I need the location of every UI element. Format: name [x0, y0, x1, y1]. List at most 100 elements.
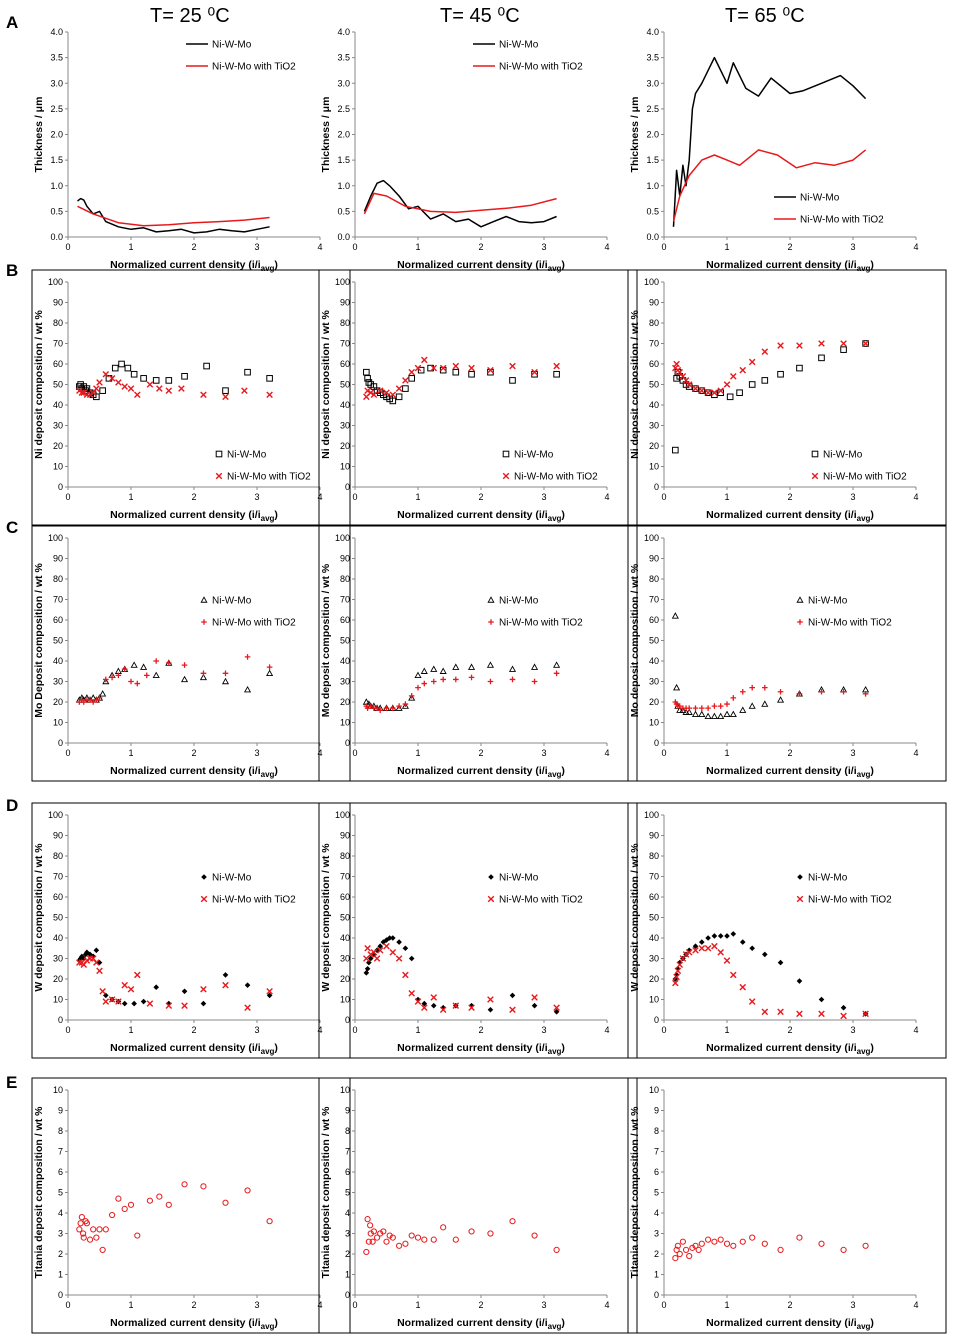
- y-tick-label: 40: [53, 656, 63, 666]
- data-point: [487, 1230, 494, 1237]
- y-tick-label: 20: [53, 974, 63, 984]
- x-tick-label: 3: [850, 1300, 855, 1310]
- data-point: [487, 678, 494, 685]
- data-point: [452, 362, 460, 370]
- legend-label: Ni-W-Mo with TiO2: [514, 472, 598, 483]
- data-point: [530, 663, 539, 670]
- data-point: [377, 943, 383, 949]
- data-point: [704, 389, 712, 396]
- data-point: [243, 685, 252, 693]
- legend-marker: [796, 596, 804, 603]
- y-tick-label: 70: [340, 595, 350, 605]
- y-tick-label: 3: [58, 1229, 63, 1239]
- y-tick-label: 60: [649, 615, 659, 625]
- data-point: [156, 385, 163, 392]
- data-point: [166, 660, 172, 666]
- x-tick-label: 0: [661, 1025, 666, 1035]
- data-point: [736, 389, 743, 396]
- data-point: [180, 675, 189, 683]
- data-point: [739, 706, 747, 713]
- data-point: [679, 1238, 687, 1245]
- y-tick-label: 50: [340, 380, 350, 390]
- data-point: [96, 1226, 103, 1233]
- chart-frame: [627, 802, 947, 1059]
- series-ni-w-mo: [76, 360, 273, 401]
- series-ni-w-mo-with-tio2: [76, 654, 273, 705]
- data-point: [704, 712, 712, 720]
- data-point: [244, 1187, 251, 1194]
- data-point: [401, 702, 409, 709]
- y-tick-label: 40: [53, 933, 63, 943]
- data-point: [761, 348, 769, 355]
- y-tick-label: 6: [345, 1167, 350, 1177]
- legend-label: Ni-W-Mo: [212, 596, 252, 607]
- y-tick-label: 10: [649, 718, 659, 728]
- data-point: [181, 1002, 188, 1009]
- data-point: [796, 691, 803, 697]
- series-ni-w-mo: [363, 364, 560, 405]
- data-point: [222, 1199, 229, 1206]
- y-tick-label: 50: [649, 380, 659, 390]
- y-tick-label: 90: [649, 298, 659, 308]
- y-tick-label: 10: [340, 462, 350, 472]
- y-tick-label: 70: [53, 872, 63, 882]
- data-point: [402, 377, 409, 384]
- data-point: [200, 985, 207, 993]
- y-axis-label: W deposit composition / wt %: [320, 843, 332, 992]
- y-tick-label: 10: [649, 995, 659, 1005]
- data-point: [777, 370, 784, 378]
- data-point: [369, 1238, 376, 1245]
- data-point: [468, 370, 475, 378]
- data-point: [698, 387, 706, 394]
- x-tick-label: 1: [128, 242, 133, 252]
- chart-frame: [318, 802, 638, 1059]
- y-tick-label: 100: [644, 533, 659, 543]
- data-point: [222, 387, 229, 394]
- data-point: [364, 375, 371, 382]
- y-tick-label: 0: [58, 738, 63, 748]
- y-tick-label: 90: [649, 554, 659, 564]
- chart-C-3: 0 10 20 30 40 50 60 70 80 90 100 0 1 2 3 4 Normalized cu…: [627, 525, 947, 782]
- data-point: [685, 949, 693, 956]
- data-point: [692, 1242, 699, 1249]
- y-tick-label: 4.0: [646, 27, 659, 37]
- data-point: [370, 1228, 377, 1235]
- y-tick-label: 20: [649, 697, 659, 707]
- data-point: [76, 959, 83, 966]
- x-tick-label: 2: [787, 748, 792, 758]
- data-point: [389, 949, 397, 956]
- data-point: [739, 939, 746, 945]
- data-point: [134, 391, 141, 399]
- y-tick-label: 40: [340, 933, 350, 943]
- y-tick-label: 4.0: [50, 27, 63, 37]
- data-point: [796, 978, 803, 984]
- data-point: [440, 1224, 447, 1231]
- series-ni-w-mo-with-tio2: [672, 1234, 869, 1262]
- x-tick-label: 2: [787, 1025, 792, 1035]
- panel-row-label-B: B: [6, 261, 18, 280]
- data-point: [840, 1246, 847, 1254]
- data-point: [762, 684, 768, 691]
- data-point: [364, 944, 371, 952]
- y-tick-label: 1: [345, 1270, 350, 1280]
- data-point: [723, 381, 731, 388]
- data-point: [153, 658, 159, 664]
- y-tick-label: 4: [58, 1208, 63, 1218]
- y-tick-label: 8: [345, 1126, 350, 1136]
- data-point: [131, 1000, 137, 1007]
- data-point: [421, 1000, 428, 1007]
- y-tick-label: 50: [649, 913, 659, 923]
- y-tick-label: 20: [340, 697, 350, 707]
- data-point: [692, 385, 699, 392]
- series-ni-w-mo-with-tio2: [363, 356, 560, 401]
- y-tick-label: 10: [53, 995, 63, 1005]
- x-axis-label: Normalized current density (i/iavg): [706, 259, 874, 273]
- data-point: [115, 1195, 122, 1202]
- y-tick-label: 7: [345, 1147, 350, 1157]
- series-ni-w-mo-with-tio2: [672, 684, 869, 711]
- y-tick-label: 40: [649, 400, 659, 410]
- data-point: [77, 1220, 84, 1227]
- data-point: [671, 612, 679, 619]
- legend-label: Ni-W-Mo with TiO2: [499, 618, 583, 629]
- data-point: [439, 1006, 447, 1014]
